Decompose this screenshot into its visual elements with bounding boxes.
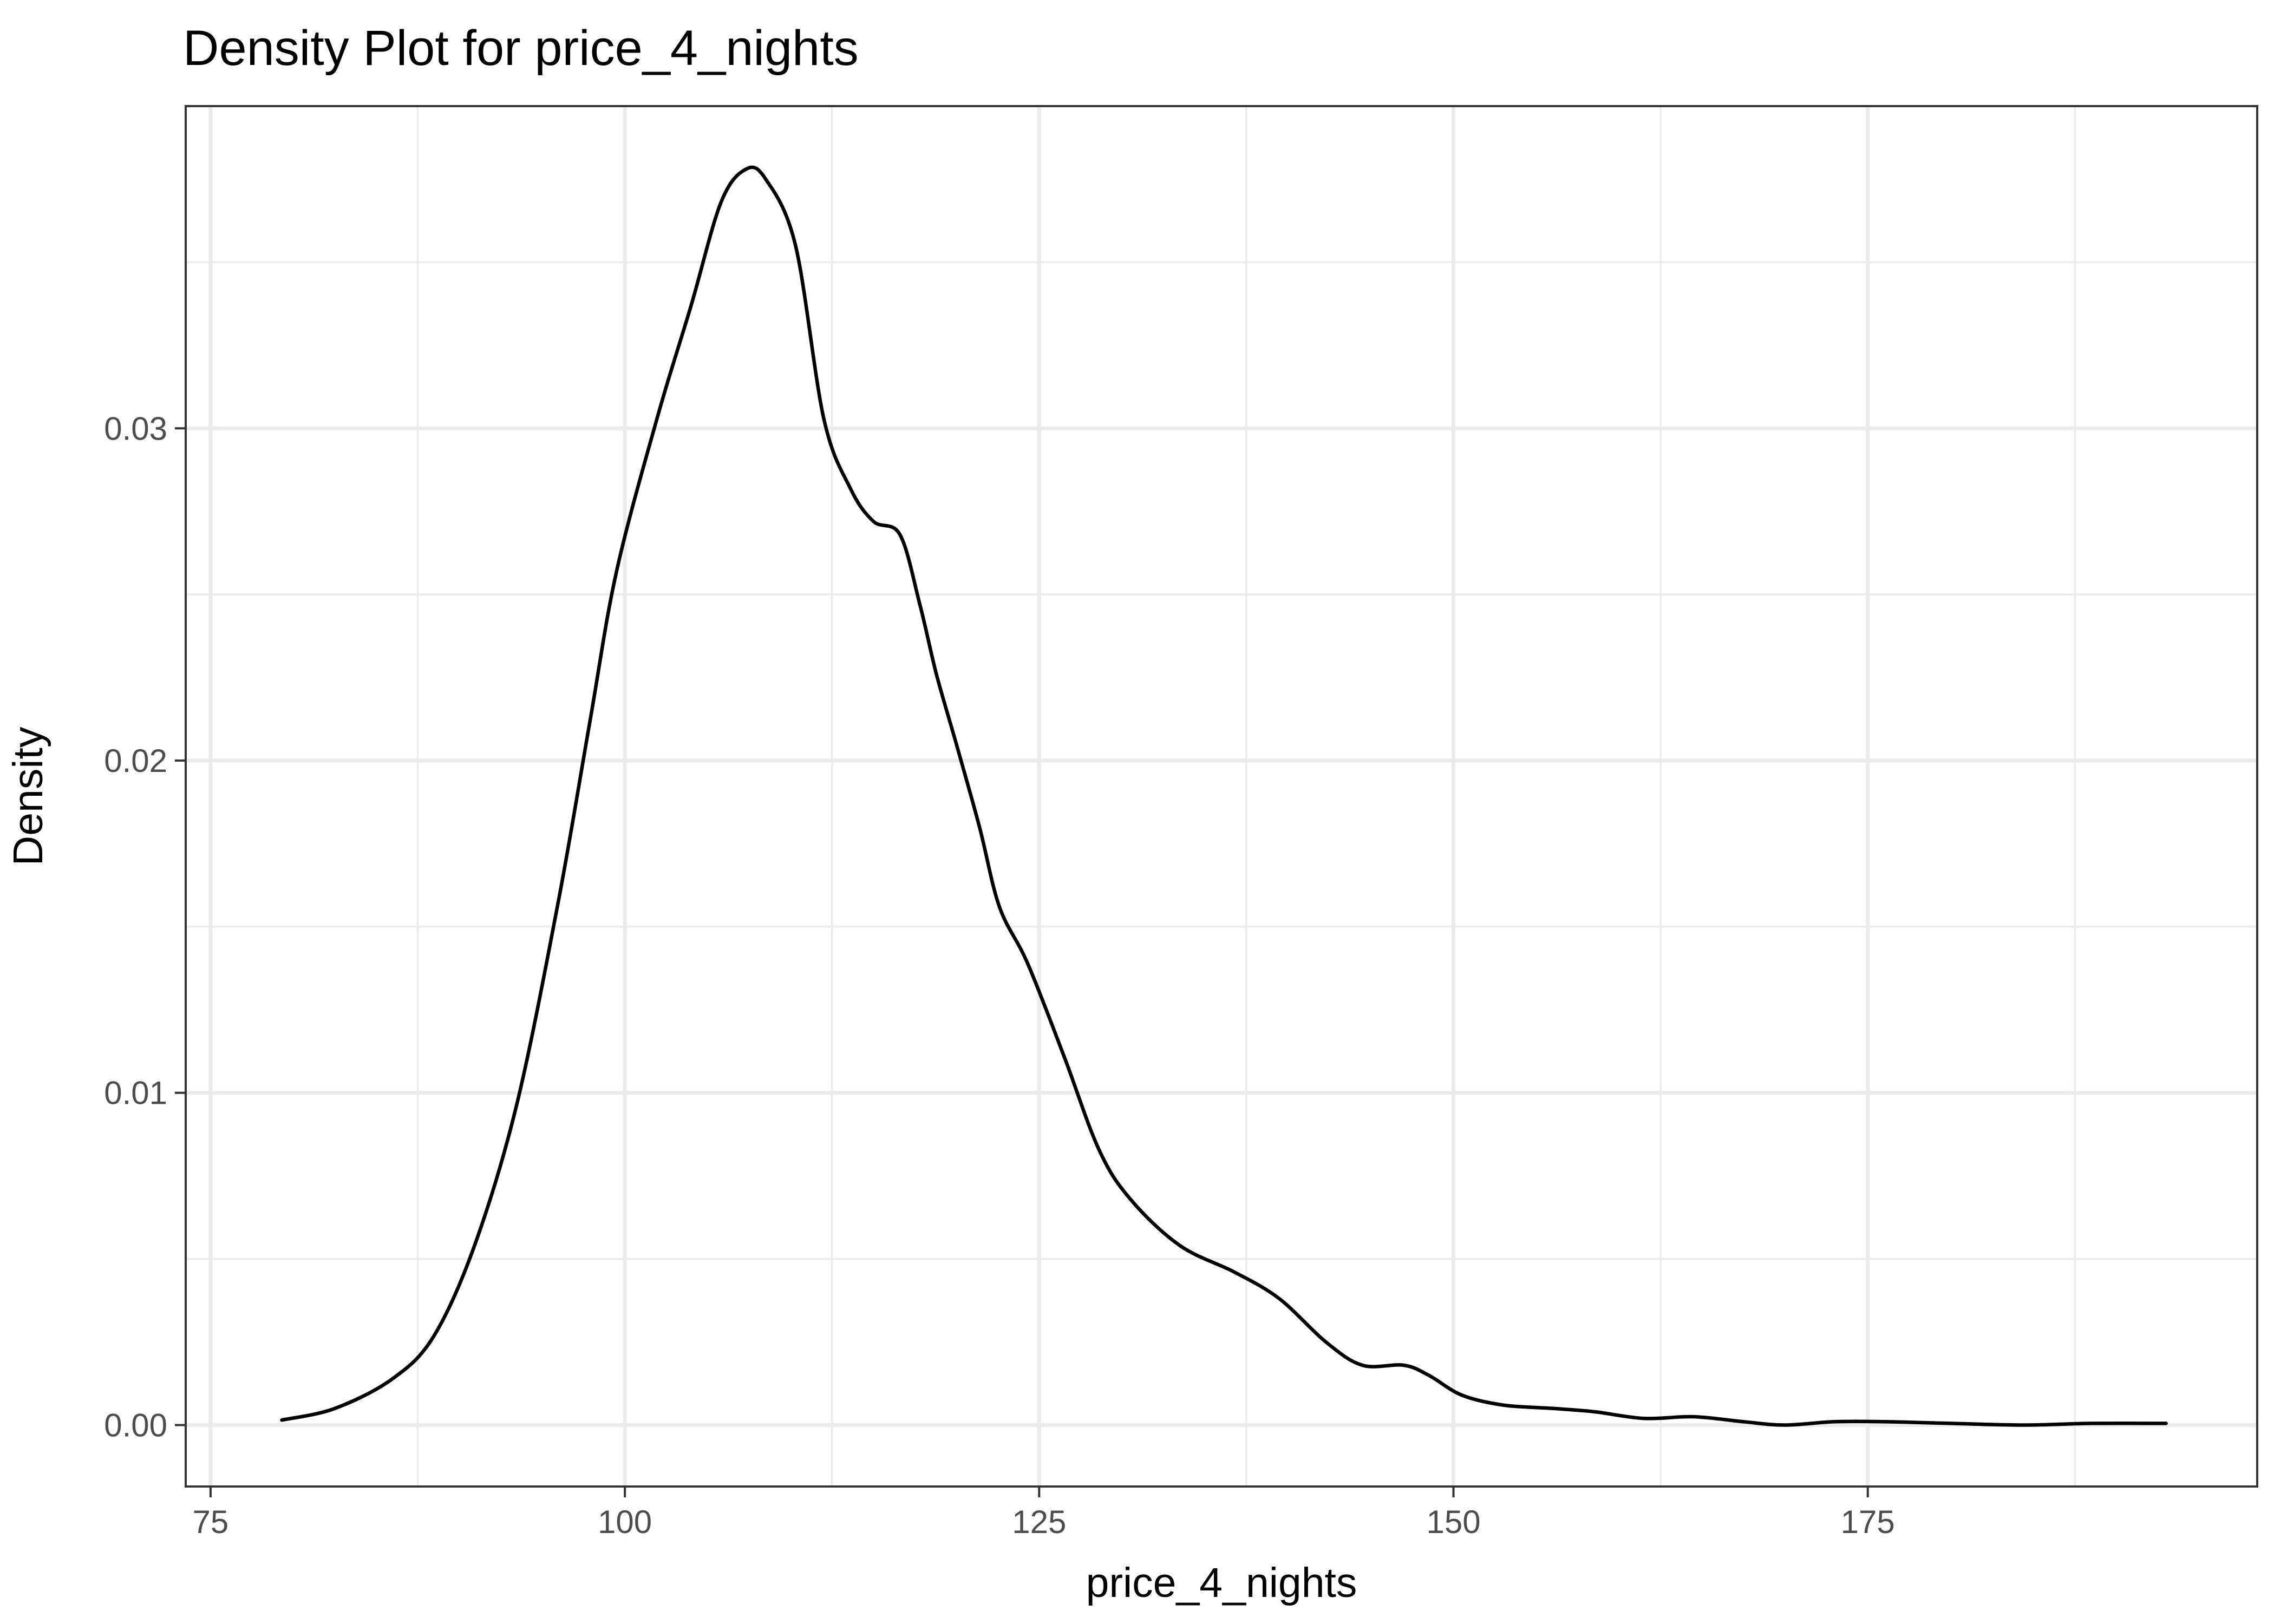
x-tick-label: 150	[1426, 1504, 1480, 1540]
minor-gridlines	[186, 106, 2257, 1487]
density-layer	[280, 165, 2168, 1427]
y-tick-label: 0.00	[104, 1407, 167, 1443]
density-curve	[280, 165, 2168, 1427]
y-axis-title: Density	[5, 726, 51, 866]
x-tick-label: 75	[193, 1504, 229, 1540]
y-tick-label: 0.01	[104, 1075, 167, 1111]
y-axis: 0.00 0.01 0.02 0.03	[104, 410, 186, 1443]
x-tick-label: 100	[598, 1504, 652, 1540]
y-tick-label: 0.02	[104, 743, 167, 779]
chart-title: Density Plot for price_4_nights	[183, 21, 859, 76]
panel-border	[185, 105, 2258, 1488]
y-tick-label: 0.03	[104, 410, 167, 447]
x-axis: 75 100 125 150 175	[193, 1487, 1895, 1540]
major-gridlines	[186, 106, 2257, 1487]
x-tick-label: 175	[1841, 1504, 1895, 1540]
x-axis-title: price_4_nights	[1086, 1560, 1357, 1606]
x-tick-label: 125	[1012, 1504, 1066, 1540]
